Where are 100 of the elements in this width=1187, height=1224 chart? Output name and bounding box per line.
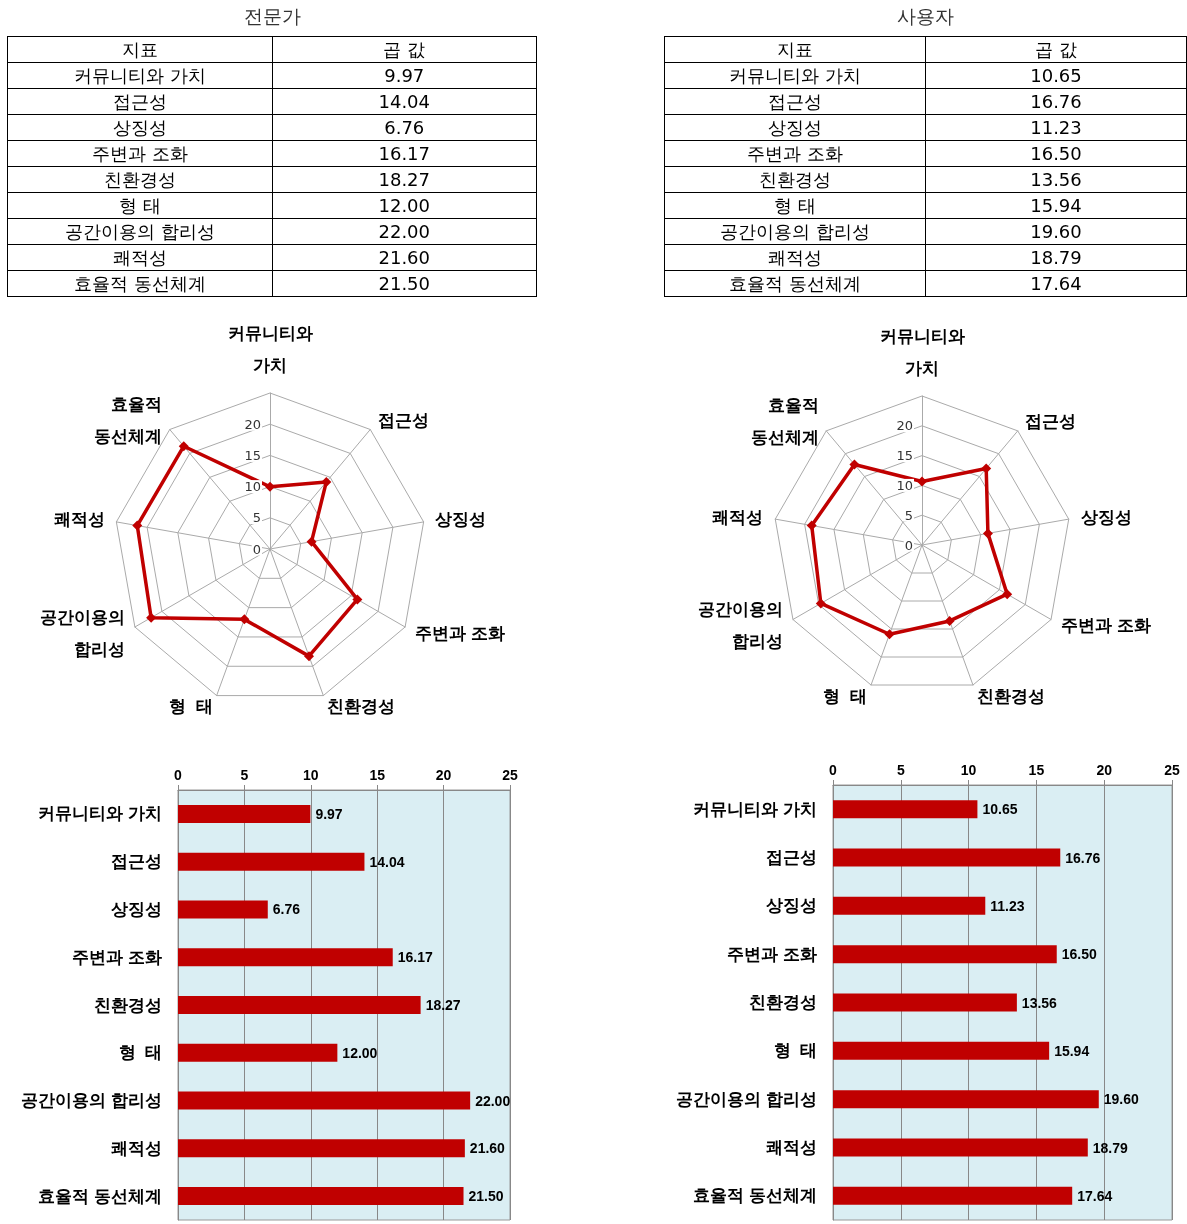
data-label: 16.76	[1065, 849, 1101, 866]
y-tick-label: 효율적 동선체계	[693, 1186, 817, 1206]
bar	[178, 996, 421, 1014]
y-tick-label: 5	[904, 507, 913, 523]
text: 14.04	[378, 91, 431, 112]
data-label: 11.23	[990, 897, 1025, 914]
y-tick-label: 20	[244, 416, 261, 432]
text: 10.65	[1030, 65, 1082, 86]
bar	[833, 896, 986, 915]
bar	[178, 852, 365, 871]
x-tick-label: 20	[435, 767, 452, 783]
data-label: 9.97	[315, 805, 343, 822]
spoke-label: 상징성	[1080, 507, 1132, 527]
text: 13.56	[1030, 169, 1082, 190]
spoke-label: 쾌적성	[53, 510, 105, 530]
text: 지표	[7, 36, 272, 63]
y-tick-label: 상징성	[766, 896, 817, 916]
text: 곱 값	[925, 36, 1187, 63]
text: 11.23	[1030, 117, 1082, 138]
spoke-label: 친환경성	[977, 686, 1046, 706]
text: 22.00	[378, 221, 431, 242]
y-tick-label: 쾌적성	[111, 1138, 162, 1158]
y-tick-label: 15	[244, 447, 261, 463]
text: 12.00	[378, 195, 431, 216]
text: 9.97	[384, 65, 425, 86]
data-label: 19.60	[1103, 1091, 1140, 1108]
data-label: 22.00	[475, 1092, 511, 1109]
spoke-label: 쾌적성	[712, 507, 764, 527]
bar	[833, 1041, 1050, 1060]
y-tick-label: 상징성	[111, 899, 162, 919]
y-tick-label: 0	[904, 537, 913, 553]
data-label: 14.04	[369, 853, 405, 870]
text: 18.27	[378, 169, 431, 190]
bar	[178, 1043, 338, 1062]
y-tick-label: 접근성	[766, 848, 817, 867]
bar	[178, 1139, 465, 1158]
text: 17.64	[1030, 273, 1082, 294]
text: 15.94	[1030, 195, 1082, 216]
bar	[833, 800, 978, 819]
bar	[178, 804, 311, 823]
y-tick-label: 주변과 조화	[727, 944, 817, 964]
x-tick-label: 20	[1096, 762, 1113, 778]
y-tick-label: 접근성	[111, 852, 162, 872]
data-label: 16.17	[397, 949, 433, 966]
text: 지표	[664, 36, 926, 63]
text: 전문가	[242, 4, 302, 29]
text: 곱 값	[272, 36, 537, 63]
y-tick-label: 15	[896, 448, 913, 464]
data-label: 21.60	[469, 1140, 506, 1157]
bar	[833, 848, 1061, 867]
bar	[178, 1187, 464, 1206]
y-tick-label: 20	[896, 418, 913, 434]
data-label: 18.79	[1092, 1139, 1129, 1156]
x-tick-label: 25	[1164, 762, 1180, 778]
data-label: 18.27	[425, 997, 461, 1013]
spoke-label: 접근성	[1025, 412, 1077, 432]
bar	[833, 1090, 1099, 1109]
bar	[833, 993, 1017, 1012]
y-tick-label: 공간이용의 합리성	[676, 1089, 817, 1109]
x-tick-label: 25	[502, 767, 518, 783]
y-tick-label: 친환경성	[749, 993, 817, 1012]
x-tick-label: 15	[1028, 762, 1045, 778]
spoke-label: 상징성	[435, 510, 487, 530]
text: 21.60	[378, 247, 431, 268]
y-tick-label: 10	[244, 479, 261, 495]
spoke-label: 접근성	[377, 410, 429, 430]
text: 6.76	[384, 117, 425, 138]
data-label: 15.94	[1054, 1042, 1090, 1059]
bar	[833, 945, 1057, 964]
y-tick-label: 형 태	[118, 1043, 162, 1063]
x-tick-label: 0	[829, 762, 838, 778]
data-label: 17.64	[1077, 1187, 1113, 1204]
spoke-label: 주변과 조화	[1061, 616, 1152, 635]
data-label: 12.00	[342, 1044, 378, 1061]
y-tick-label: 커뮤니티와 가치	[693, 799, 817, 819]
x-tick-label: 0	[174, 767, 183, 783]
spoke-label: 친환경성	[327, 697, 396, 717]
y-tick-label: 형 태	[773, 1041, 817, 1061]
text: 16.76	[1030, 91, 1082, 112]
bar	[178, 900, 268, 919]
text: 21.50	[378, 273, 431, 294]
data-label: 10.65	[982, 801, 1018, 818]
y-tick-label: 5	[252, 510, 261, 526]
bar	[178, 948, 393, 967]
x-tick-label: 10	[960, 762, 977, 778]
data-label: 6.76	[272, 901, 301, 918]
bar	[178, 1091, 471, 1110]
bar	[833, 1186, 1073, 1205]
bar	[833, 1138, 1088, 1157]
y-tick-label: 공간이용의 합리성	[21, 1091, 162, 1111]
text: 18.79	[1030, 247, 1082, 268]
text: 19.60	[1030, 221, 1082, 242]
y-tick-label: 효율적 동선체계	[38, 1186, 162, 1206]
data-label: 21.50	[468, 1188, 504, 1205]
y-tick-label: 쾌적성	[766, 1138, 817, 1157]
spoke-label: 형 태	[823, 686, 867, 706]
data-label: 16.50	[1061, 946, 1097, 963]
x-tick-label: 15	[369, 767, 386, 783]
text: 사용자	[896, 4, 955, 29]
data-label: 13.56	[1021, 994, 1058, 1011]
